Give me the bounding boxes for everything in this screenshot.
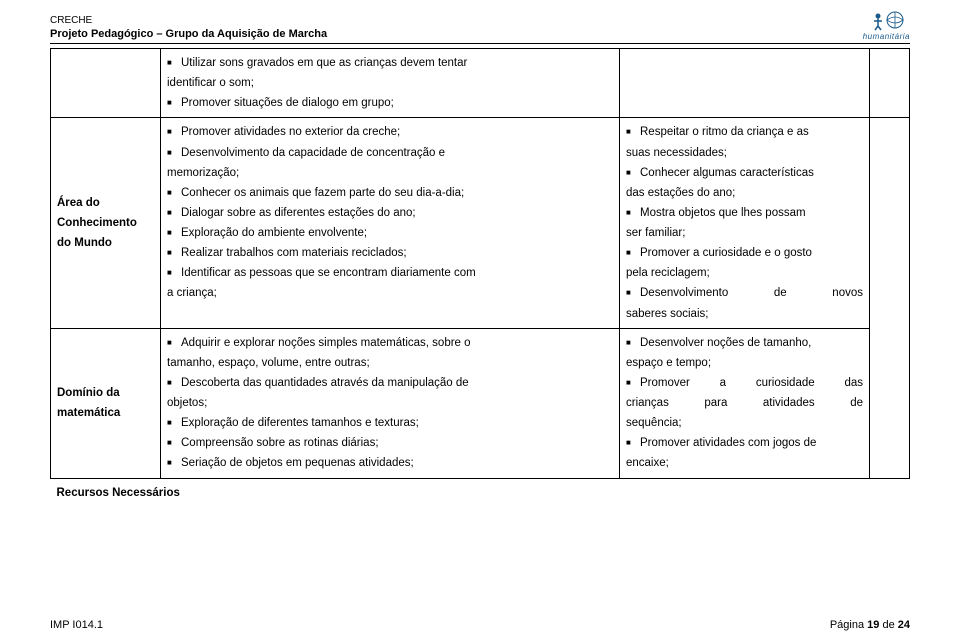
activities-cell: Adquirir e explorar noções simples matem… xyxy=(161,328,620,478)
list-item: Promover situações de dialogo em grupo; xyxy=(167,93,613,113)
list-item-cont: criançasparaatividadesde xyxy=(626,393,863,413)
list-item: Desenvolvimentodenovos xyxy=(626,283,863,303)
list-item-cont: identificar o som; xyxy=(167,73,613,93)
list-item-cont: sequência; xyxy=(626,413,863,433)
list-item: Compreensão sobre as rotinas diárias; xyxy=(167,433,613,453)
objectives-cell-empty xyxy=(620,49,870,118)
table-row: Recursos Necessários xyxy=(51,478,910,507)
label-line: Área do xyxy=(57,193,154,213)
list-item: Desenvolver noções de tamanho, xyxy=(626,333,863,353)
list-item: Promoveracuriosidadedas xyxy=(626,373,863,393)
globe-person-icon xyxy=(860,10,910,32)
extra-cell-empty xyxy=(870,118,910,478)
page-mid: de xyxy=(879,619,897,631)
list-item: Realizar trabalhos com materiais recicla… xyxy=(167,243,613,263)
objectives-cell: Desenvolver noções de tamanho, espaço e … xyxy=(620,328,870,478)
footer-page: Página 19 de 24 xyxy=(830,619,910,631)
page-footer: IMP I014.1 Página 19 de 24 xyxy=(50,619,910,631)
area-label: Área do Conhecimento do Mundo xyxy=(51,118,161,328)
brand-logo: humanitária xyxy=(860,10,910,41)
list-item-cont: objetos; xyxy=(167,393,613,413)
list-item-cont: espaço e tempo; xyxy=(626,353,863,373)
objectives-cell: Respeitar o ritmo da criança e as suas n… xyxy=(620,118,870,328)
table-row: Domínio da matemática Adquirir e explora… xyxy=(51,328,910,478)
area-label-empty xyxy=(51,49,161,118)
area-label: Domínio da matemática xyxy=(51,328,161,478)
label-line: do Mundo xyxy=(57,233,154,253)
list-item-cont: das estações do ano; xyxy=(626,183,863,203)
curriculum-table: Utilizar sons gravados em que as criança… xyxy=(50,48,910,507)
page-prefix: Página xyxy=(830,619,867,631)
footer-code: IMP I014.1 xyxy=(50,619,103,631)
list-item-cont: suas necessidades; xyxy=(626,143,863,163)
list-item: Identificar as pessoas que se encontram … xyxy=(167,263,613,283)
list-item-cont: tamanho, espaço, volume, entre outras; xyxy=(167,353,613,373)
recursos-heading: Recursos Necessários xyxy=(51,478,910,507)
list-item: Exploração do ambiente envolvente; xyxy=(167,223,613,243)
list-item: Respeitar o ritmo da criança e as xyxy=(626,122,863,142)
list-item: Utilizar sons gravados em que as criança… xyxy=(167,53,613,73)
header-org: CRECHE xyxy=(50,14,327,27)
activities-cell: Utilizar sons gravados em que as criança… xyxy=(161,49,620,118)
list-item: Promover atividades no exterior da crech… xyxy=(167,122,613,142)
list-item: Desenvolvimento da capacidade de concent… xyxy=(167,143,613,163)
page-header: CRECHE Projeto Pedagógico – Grupo da Aqu… xyxy=(50,10,910,44)
list-item: Conhecer os animais que fazem parte do s… xyxy=(167,183,613,203)
activities-cell: Promover atividades no exterior da crech… xyxy=(161,118,620,328)
header-title: Projeto Pedagógico – Grupo da Aquisição … xyxy=(50,27,327,41)
list-item: Promover a curiosidade e o gosto xyxy=(626,243,863,263)
extra-cell-empty xyxy=(870,49,910,118)
header-left: CRECHE Projeto Pedagógico – Grupo da Aqu… xyxy=(50,14,327,41)
list-item: Dialogar sobre as diferentes estações do… xyxy=(167,203,613,223)
list-item: Mostra objetos que lhes possam xyxy=(626,203,863,223)
list-item-cont: a criança; xyxy=(167,283,613,303)
list-item-cont: ser familiar; xyxy=(626,223,863,243)
list-item-cont: saberes sociais; xyxy=(626,304,863,324)
list-item-cont: memorização; xyxy=(167,163,613,183)
list-item: Adquirir e explorar noções simples matem… xyxy=(167,333,613,353)
label-line: Conhecimento xyxy=(57,213,154,233)
page-number: 19 xyxy=(867,619,879,631)
list-item-cont: encaixe; xyxy=(626,453,863,473)
table-row: Área do Conhecimento do Mundo Promover a… xyxy=(51,118,910,328)
list-item: Seriação de objetos em pequenas atividad… xyxy=(167,453,613,473)
list-item: Descoberta das quantidades através da ma… xyxy=(167,373,613,393)
label-line: Domínio da xyxy=(57,383,154,403)
list-item: Promover atividades com jogos de xyxy=(626,433,863,453)
brand-name: humanitária xyxy=(860,32,910,41)
list-item: Conhecer algumas características xyxy=(626,163,863,183)
list-item-cont: pela reciclagem; xyxy=(626,263,863,283)
list-item: Exploração de diferentes tamanhos e text… xyxy=(167,413,613,433)
label-line: matemática xyxy=(57,403,154,423)
table-row: Utilizar sons gravados em que as criança… xyxy=(51,49,910,118)
page-total: 24 xyxy=(898,619,910,631)
